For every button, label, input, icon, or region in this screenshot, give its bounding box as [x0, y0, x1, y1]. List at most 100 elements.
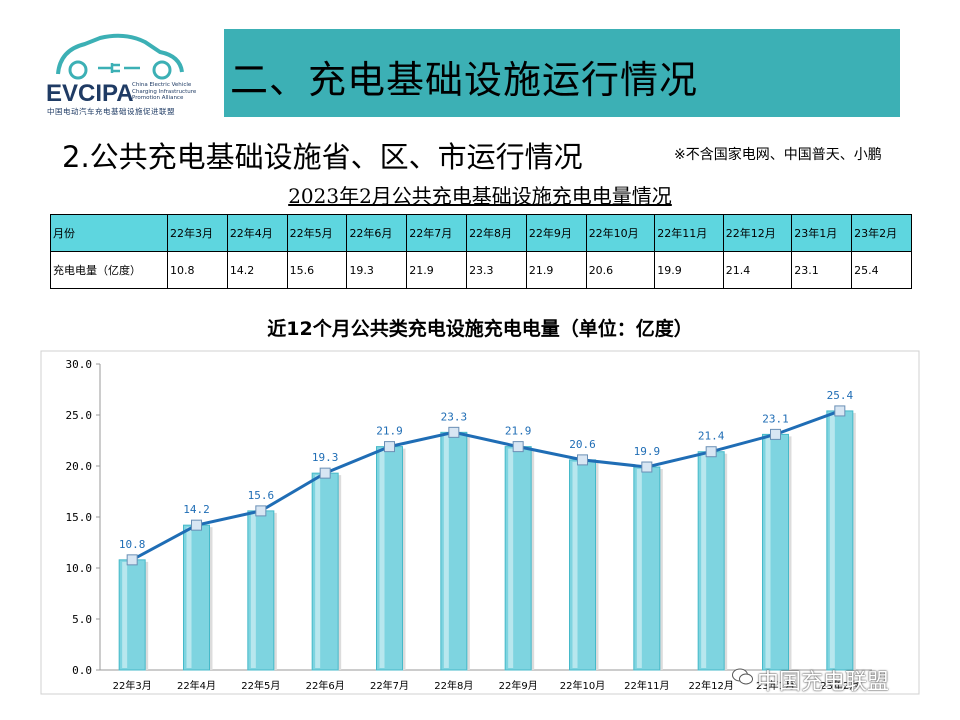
- table-cell: 23.3: [466, 251, 527, 289]
- table-cell: 22年9月: [525, 214, 587, 252]
- table-cell: 23年1月: [791, 214, 853, 252]
- bar-highlight: [186, 527, 192, 668]
- watermark-text: 中国充电联盟: [757, 670, 890, 695]
- header-banner: 二、充电基础设施运行情况: [224, 29, 900, 117]
- table-cell: 21.9: [525, 251, 587, 289]
- table-cell: 21.4: [722, 251, 793, 289]
- table-row-months: 月份 22年3月 22年4月 22年5月 22年6月 22年7月 22年8月 2…: [50, 214, 912, 252]
- data-label: 21.4: [698, 430, 725, 443]
- table-cell: 19.3: [346, 251, 408, 289]
- data-label: 19.9: [634, 445, 661, 458]
- x-tick-label: 22年11月: [624, 679, 669, 692]
- charging-table: 月份 22年3月 22年4月 22年5月 22年6月 22年7月 22年8月 2…: [50, 214, 912, 289]
- table-cell: 22年5月: [286, 214, 348, 252]
- line-point: [641, 461, 653, 473]
- line-point: [191, 519, 202, 531]
- logo-subtitle: 中国电动汽车充电基础设施促进联盟: [47, 107, 175, 116]
- x-tick-label: 22年7月: [370, 679, 409, 692]
- table-title: 2023年2月公共充电基础设施充电电量情况: [288, 184, 672, 208]
- line-point: [384, 441, 395, 453]
- table-cell: 22年10月: [585, 214, 656, 252]
- x-tick-label: 22年12月: [688, 679, 733, 692]
- bar-highlight: [701, 453, 707, 668]
- line-point: [770, 428, 781, 440]
- bar-highlight: [379, 448, 385, 668]
- bar: [247, 510, 275, 671]
- table-cell: 25.4: [851, 251, 912, 289]
- table-cell: 14.2: [226, 251, 288, 289]
- line-point: [448, 426, 460, 438]
- bar-highlight: [572, 461, 578, 668]
- y-tick-label: 10.0: [66, 562, 93, 575]
- table-cell: 15.6: [286, 251, 348, 289]
- table-row-header: 月份: [50, 214, 168, 252]
- section-title: 2.公共充电基础设施省、区、市运行情况: [62, 140, 583, 174]
- data-label: 21.9: [505, 425, 531, 438]
- bar-highlight: [443, 434, 449, 668]
- wechat-icon: [732, 668, 753, 685]
- line-point: [255, 505, 267, 517]
- logo-tagline: China Electric Vehicle Charging Infrastr…: [132, 82, 197, 101]
- table-cell: 22年7月: [406, 214, 468, 252]
- series-line: [131, 409, 841, 562]
- bar-highlight: [829, 412, 835, 668]
- bar: [697, 451, 725, 671]
- line-point: [834, 405, 846, 417]
- table-row-header: 充电电量（亿度）: [50, 251, 168, 289]
- line-point: [126, 554, 138, 566]
- x-tick-label: 22年4月: [177, 679, 216, 692]
- x-tick-label: 23年1月: [756, 679, 795, 692]
- bar-highlight: [250, 512, 256, 668]
- table-cell: 22年4月: [226, 214, 288, 252]
- y-tick-label: 25.0: [66, 409, 93, 422]
- y-tick-label: 20.0: [66, 460, 93, 473]
- table-row-values: 充电电量（亿度） 10.8 14.2 15.6 19.3 21.9 23.3 2…: [50, 251, 912, 289]
- data-label: 23.1: [762, 412, 789, 425]
- table-cell: 19.9: [654, 251, 724, 289]
- line-point: [577, 454, 588, 466]
- data-label: 15.6: [248, 489, 274, 502]
- section-note: ※不含国家电网、中国普天、小鹏: [674, 147, 882, 163]
- x-tick-label: 22年10月: [560, 679, 605, 692]
- bar-highlight: [636, 469, 642, 668]
- table-cell: 23.1: [791, 251, 853, 289]
- table-cell: 22年6月: [346, 214, 408, 252]
- y-tick-label: 0.0: [72, 664, 92, 677]
- line-point: [512, 441, 524, 453]
- bar-highlight: [122, 561, 128, 668]
- bar: [311, 472, 339, 671]
- x-tick-label: 22年3月: [113, 679, 152, 692]
- chart-frame: [40, 350, 920, 695]
- data-label: 14.2: [183, 503, 210, 516]
- line-point: [319, 467, 331, 479]
- x-tick-label: 22年6月: [306, 679, 345, 692]
- table-cell: 21.9: [406, 251, 468, 289]
- bar-highlight: [508, 448, 514, 668]
- bar: [633, 466, 661, 671]
- data-label: 19.3: [312, 451, 339, 464]
- bar: [183, 524, 210, 671]
- y-tick-label: 30.0: [66, 358, 93, 371]
- line-point: [705, 446, 717, 458]
- data-label: 20.6: [569, 438, 596, 451]
- table-cell: 22年12月: [722, 214, 793, 252]
- x-tick-label: 22年5月: [241, 679, 280, 692]
- data-label: 21.9: [376, 425, 403, 438]
- logo-brand: EVCIPA: [46, 80, 134, 107]
- bar: [440, 431, 468, 671]
- table-cell: 10.8: [167, 251, 228, 289]
- bar: [118, 559, 146, 671]
- table-cell: 22年3月: [167, 214, 228, 252]
- bar-highlight: [765, 436, 771, 668]
- data-label: 10.8: [119, 538, 145, 551]
- chart-title: 近12个月公共类充电设施充电电量（单位：亿度）: [267, 318, 693, 340]
- page-title: 二、充电基础设施运行情况: [230, 58, 699, 102]
- x-tick-label: 23年2月: [820, 679, 859, 692]
- bar-highlight: [315, 475, 321, 668]
- x-tick-label: 22年9月: [499, 679, 538, 692]
- bar-line-chart: 0.0 5.0 10.0 15.0 20.0 25.0 30.0 22年3月 22年4月 22年5…: [40, 350, 920, 695]
- data-label: 25.4: [827, 389, 854, 402]
- y-tick-label: 15.0: [66, 511, 93, 524]
- evcipa-logo: EVCIPA China Electric Vehicle Charging I…: [40, 28, 210, 120]
- table-cell: 20.6: [585, 251, 656, 289]
